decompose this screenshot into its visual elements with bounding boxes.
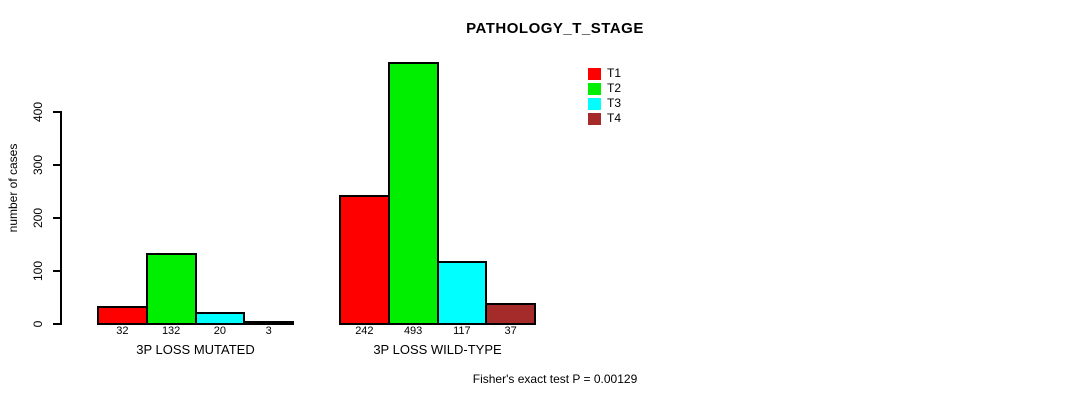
legend-label-t4: T4: [607, 111, 622, 125]
x-axis-category-label: 3P LOSS WILD-TYPE: [373, 342, 502, 357]
bar-t2-group1: [145, 253, 197, 325]
y-axis-tick-label: 200: [31, 207, 45, 229]
y-axis-tick-label: 100: [31, 260, 45, 282]
legend-item-t4: T4: [588, 111, 621, 126]
y-axis-tick: [53, 111, 60, 113]
bar-t3-group1: [194, 312, 246, 325]
legend-label-t3: T3: [607, 96, 622, 110]
bar-value-label: 493: [403, 325, 423, 337]
legend-swatch-t3: [588, 97, 601, 110]
footnote-pvalue: Fisher's exact test P = 0.00129: [472, 372, 638, 386]
legend-label-t1: T1: [607, 66, 622, 80]
legend-item-t3: T3: [588, 96, 621, 111]
bar-t4-group1: [243, 321, 294, 325]
y-axis-line: [60, 111, 62, 325]
legend-swatch-t1: [588, 67, 601, 80]
y-axis-tick-label: 400: [31, 101, 45, 123]
y-axis-tick: [53, 217, 60, 219]
legend-label-t2: T2: [607, 81, 622, 95]
chart-title: PATHOLOGY_T_STAGE: [466, 20, 644, 37]
legend-swatch-t2: [588, 82, 601, 95]
legend-item-t1: T1: [588, 66, 621, 81]
y-axis-tick: [53, 270, 60, 272]
bar-value-label: 242: [355, 325, 374, 337]
legend: T1 T2 T3 T4: [588, 66, 621, 126]
bar-t4-group2: [485, 303, 536, 325]
bar-t1-group2: [339, 194, 390, 325]
bar-value-label: 3: [265, 325, 272, 337]
y-axis-label: number of cases: [6, 143, 20, 233]
bar-value-label: 32: [116, 325, 129, 337]
y-axis-tick: [53, 323, 60, 325]
y-axis-tick: [53, 164, 60, 166]
bar-value-label: 20: [213, 325, 226, 337]
bar-t2-group2: [387, 61, 439, 325]
bar-value-label: 117: [453, 325, 471, 337]
bar-t1-group1: [97, 306, 148, 325]
legend-swatch-t4: [588, 112, 601, 125]
legend-item-t2: T2: [588, 81, 621, 96]
bar-value-label: 132: [161, 325, 181, 337]
y-axis-tick-label: 0: [31, 320, 45, 328]
x-axis-category-label: 3P LOSS MUTATED: [136, 342, 255, 357]
bar-t3-group2: [436, 260, 488, 325]
bar-value-label: 37: [504, 325, 517, 337]
y-axis-tick-label: 300: [31, 154, 45, 176]
